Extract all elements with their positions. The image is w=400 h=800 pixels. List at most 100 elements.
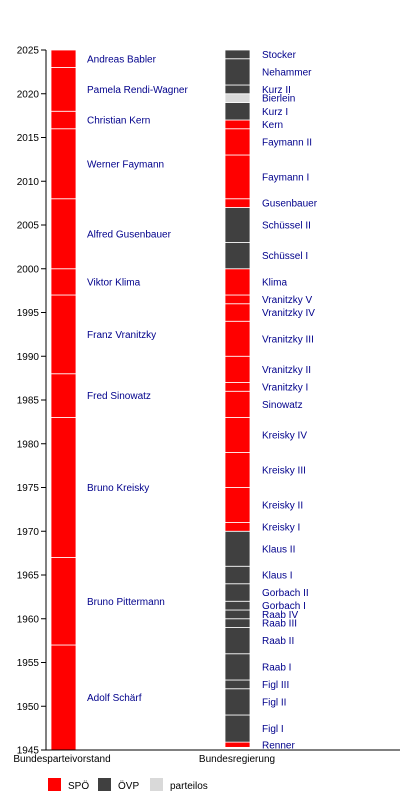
party-chair-segment [50,268,77,296]
government-label: Bierlein [262,94,295,105]
party-chair-label: Christian Kern [87,116,150,127]
government-segment [224,93,251,103]
government-label: Figl I [262,724,284,735]
government-segment [224,583,251,602]
government-segment [224,688,251,716]
government-label: Schüssel II [262,221,311,232]
government-segment [224,84,251,95]
government-label: Nehammer [262,67,312,78]
government-label: Raab I [262,662,291,673]
y-tick-label: 1990 [17,352,40,363]
column-labels: Bundesparteivorstand Bundesregierung [13,754,275,765]
party-chair-label: Andreas Babler [87,54,157,65]
y-tick-label: 1950 [17,702,40,713]
y-tick-label: 1960 [17,614,40,625]
y-tick-label: 2015 [17,133,40,144]
government-segment [224,119,251,130]
government-label: Schüssel I [262,251,308,262]
party-chair-label: Alfred Gusenbauer [87,229,172,240]
legend-label-oevp: ÖVP [118,780,139,792]
government-label: Sinowatz [262,400,303,411]
party-chair-label: Adolf Schärf [87,693,142,704]
y-tick-label: 2005 [17,221,40,232]
legend-swatch-spoe [48,778,61,791]
government-label: Vranitzky V [262,295,313,306]
party-chair-segment [50,110,77,130]
government-label: Vranitzky I [262,382,308,393]
government-bar [224,49,251,748]
column-label-government: Bundesregierung [199,754,275,765]
government-segment [224,487,251,523]
party-chair-segment [50,373,77,418]
government-label: Stocker [262,50,297,61]
party-chair-label: Bruno Pittermann [87,597,165,608]
government-segment [224,741,251,748]
government-segment [224,154,251,200]
government-label: Klima [262,277,287,288]
y-tick-label: 1980 [17,439,40,450]
government-segment [224,714,251,743]
government-segment [224,627,251,655]
party-chair-label: Bruno Kreisky [87,483,149,494]
government-segment [224,102,251,121]
legend-label-parteilos: parteilos [170,781,208,792]
legend: SPÖ ÖVP parteilos [48,778,208,792]
government-label: Kreisky IV [262,431,307,442]
government-segment [224,382,251,392]
government-segment [224,653,251,681]
y-tick-label: 2020 [17,89,40,100]
government-label: Faymann II [262,137,312,148]
government-segment [224,679,251,690]
party-chair-bar [50,49,77,751]
government-label: Kreisky I [262,522,300,533]
government-label: Gorbach II [262,588,309,599]
government-label: Vranitzky II [262,365,311,376]
party-chair-segment [50,557,77,646]
government-segment [224,452,251,488]
party-chair-segment [50,198,77,270]
government-segment [224,242,251,270]
government-segment [224,390,251,418]
government-label: Kurz II [262,85,291,96]
government-label: Kern [262,120,283,131]
government-label: Gorbach I [262,601,306,612]
government-label: Raab III [262,619,297,630]
y-tick-label: 2010 [17,177,40,188]
party-chair-segment [50,644,77,751]
government-segment [224,268,251,296]
government-segment [224,355,251,383]
party-chair-segment [50,417,77,558]
government-label: Gusenbauer [262,199,318,210]
government-segment [224,49,251,60]
government-segment [224,522,251,532]
government-segment [224,207,251,243]
column-label-party: Bundesparteivorstand [13,754,110,765]
government-segment [224,530,251,567]
party-chair-segment [50,67,77,112]
legend-swatch-parteilos [150,778,163,791]
government-segment [224,294,251,305]
government-segment [224,565,251,585]
government-label: Figl II [262,697,286,708]
government-label: Figl III [262,680,289,691]
government-label: Kreisky III [262,466,306,477]
government-segment [224,320,251,357]
party-chair-label: Werner Faymann [87,159,164,170]
y-tick-label: 1970 [17,527,40,538]
party-chair-segment [50,49,77,68]
government-segment [224,58,251,86]
government-label: Klaus II [262,544,295,555]
government-segment [224,609,251,620]
party-chair-label: Franz Vranitzky [87,330,156,341]
y-tick-label: 1955 [17,658,40,669]
legend-label-spoe: SPÖ [68,780,89,792]
y-tick-label: 1995 [17,308,40,319]
government-label: Renner [262,740,295,751]
y-tick-label: 1975 [17,483,40,494]
y-tick-label: 2000 [17,264,40,275]
y-tick-label: 1945 [17,746,40,757]
y-ticks: 1945 1950 1955 1960 1965 1970 1975 1980 1985 1990… [17,46,46,757]
party-chair-segment [50,128,77,200]
government-segment [224,128,251,156]
